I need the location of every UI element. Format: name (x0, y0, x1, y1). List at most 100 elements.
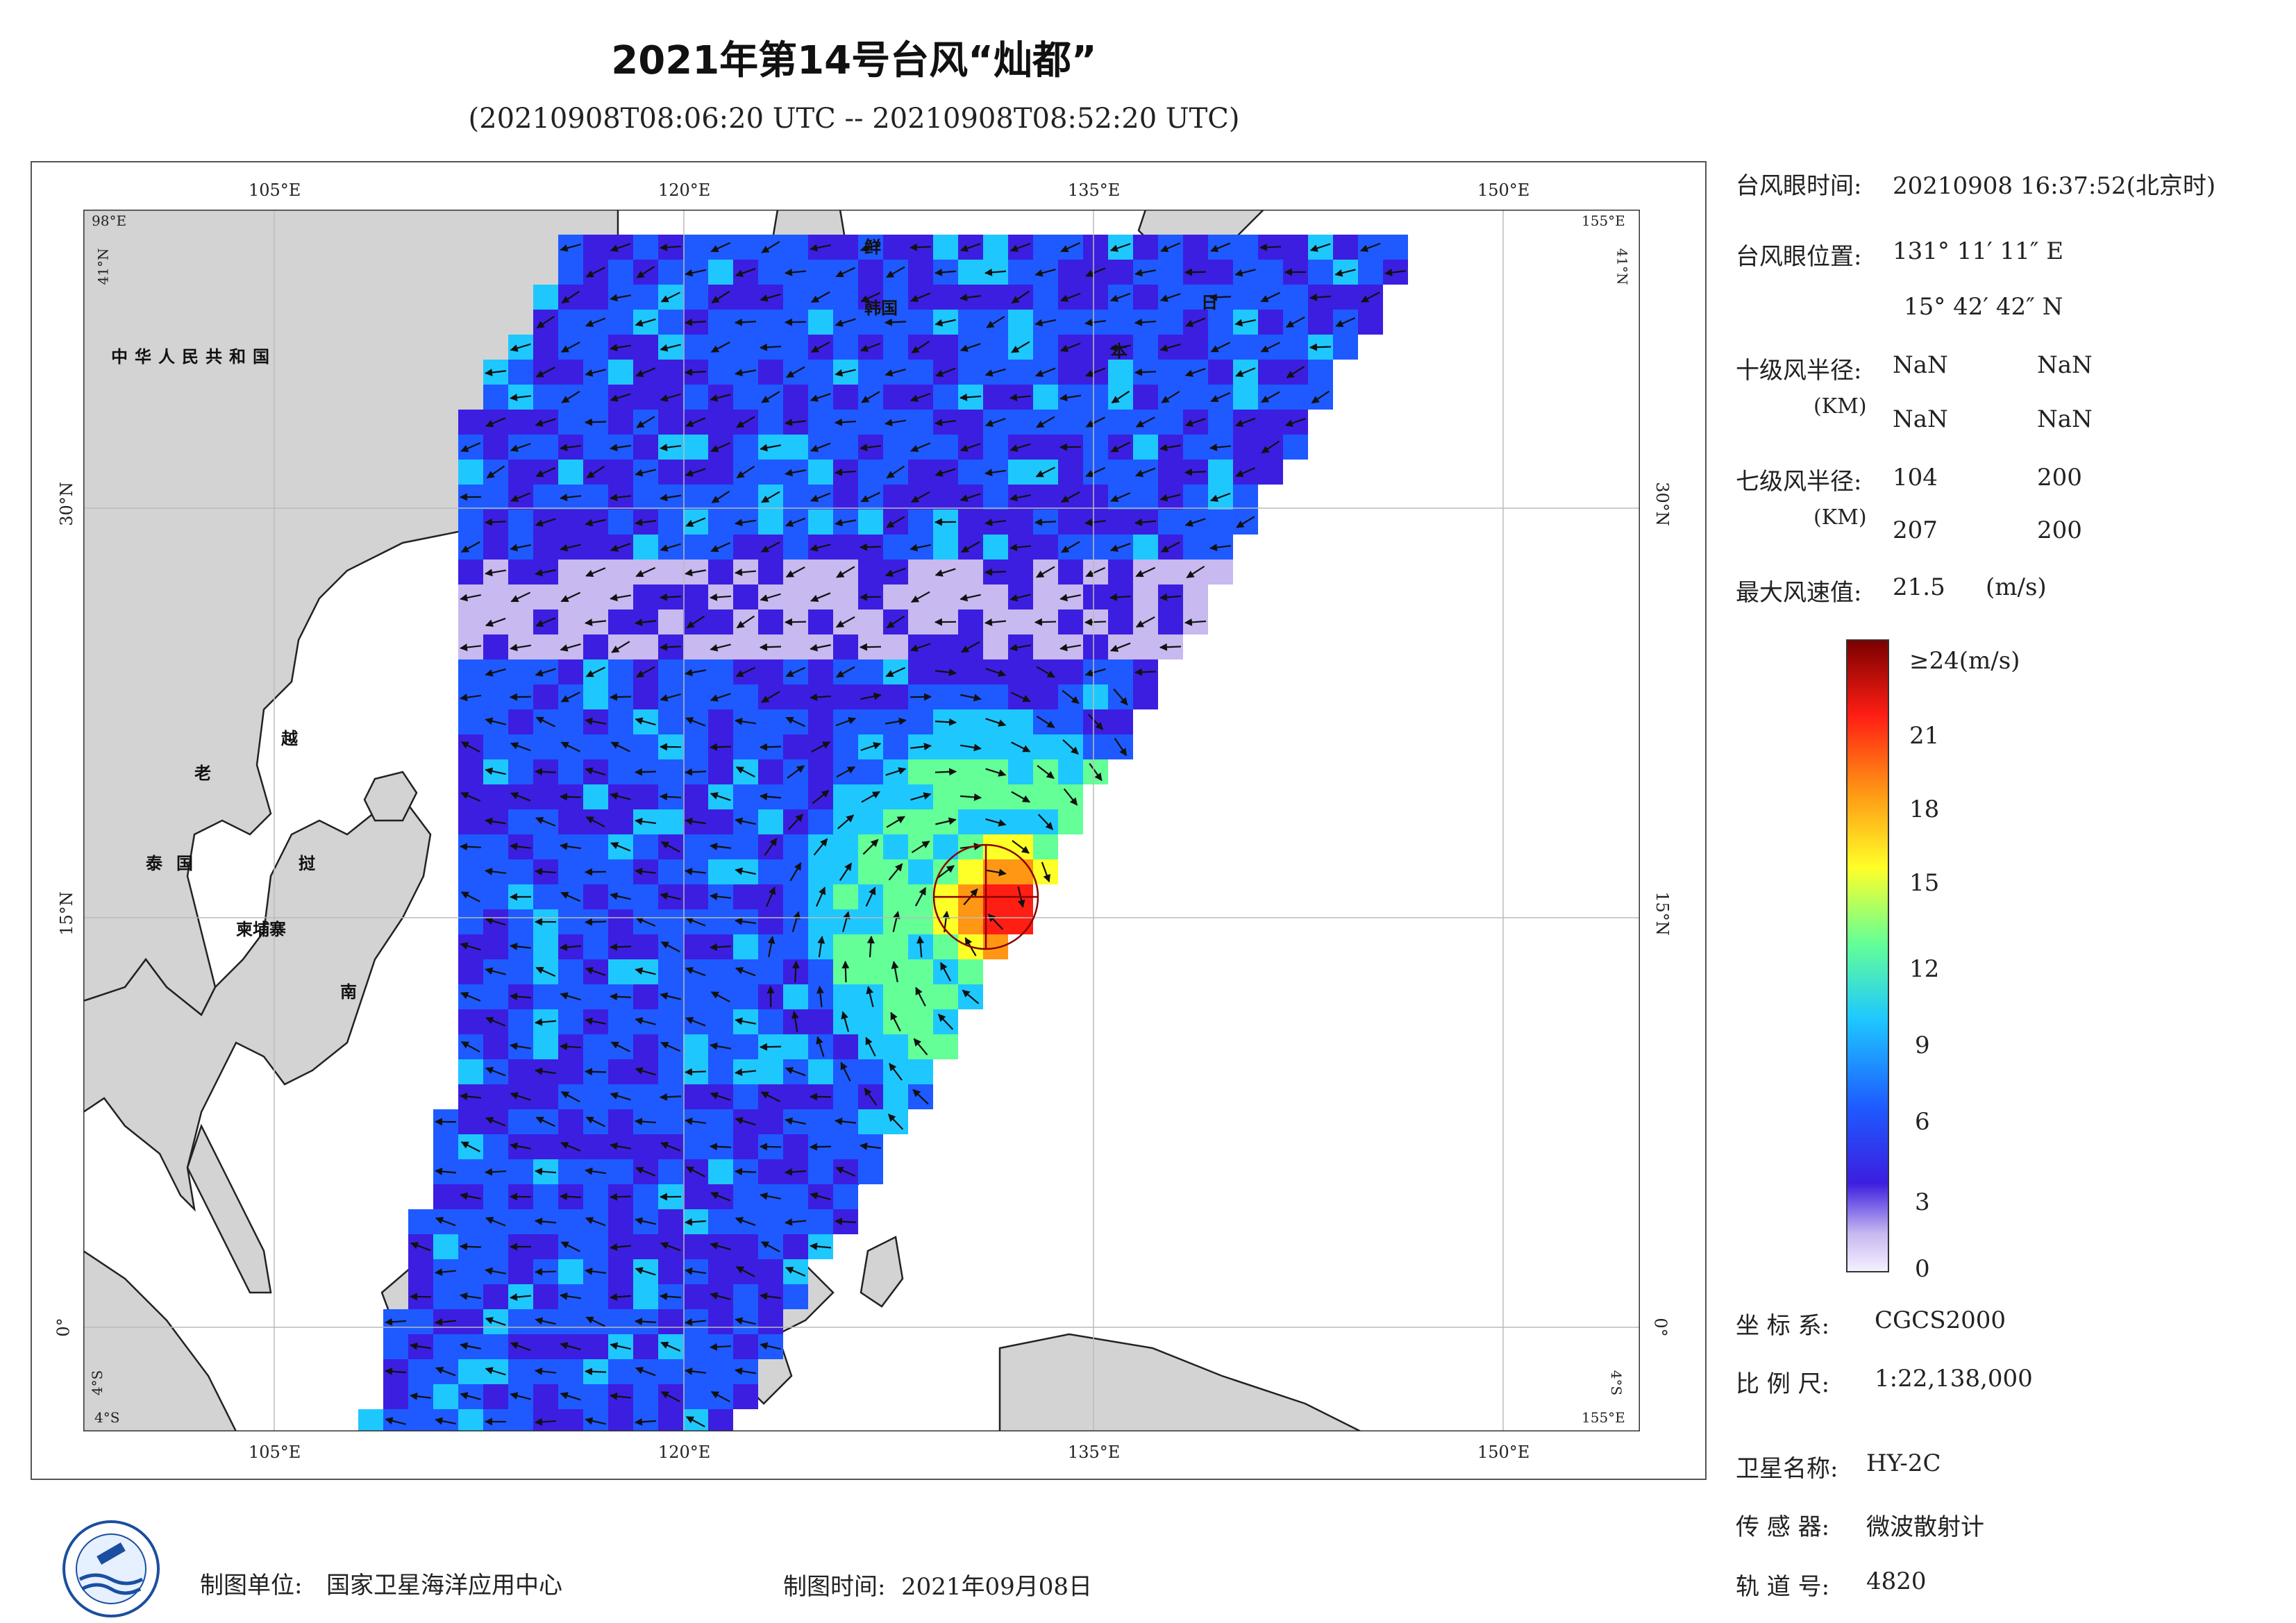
swath-cell (1108, 310, 1133, 335)
colorbar-tick-3: 3 (1915, 1188, 1930, 1216)
wind-arrow (785, 469, 806, 477)
wind-arrow (760, 1342, 781, 1350)
swath-cell (783, 784, 808, 809)
wind-arrow (485, 1067, 506, 1077)
swath-cell (558, 1309, 583, 1334)
wind-arrow (761, 491, 780, 503)
wind-arrow (734, 1068, 757, 1076)
wind-arrow (860, 1142, 882, 1150)
swath-cell (833, 784, 858, 809)
swath-cell (883, 984, 908, 1009)
swath-cell (808, 859, 833, 884)
swath-cell (633, 834, 658, 859)
wind-arrow (960, 493, 981, 502)
swath-cell (1008, 759, 1033, 784)
swath-cell (1333, 235, 1358, 260)
swath-cell (1208, 310, 1233, 335)
wind-arrow (860, 292, 881, 303)
lon-label-top-105: 105°E (249, 180, 301, 200)
swath-cell (683, 285, 708, 310)
wind-arrow (434, 1168, 457, 1176)
swath-cell (533, 285, 558, 310)
wind-arrow (1284, 418, 1306, 427)
colorbar-tick-12: 12 (1909, 955, 1940, 983)
wind-arrow (960, 541, 980, 553)
swath-cell (558, 460, 583, 485)
swath-cell (1033, 634, 1058, 659)
wind-arrow (810, 544, 831, 552)
wind-arrow (384, 1368, 407, 1376)
swath-cell (483, 1234, 508, 1259)
lon-label-top-135: 135°E (1068, 180, 1121, 200)
wind-arrow (485, 1016, 506, 1027)
wind-arrow (459, 1243, 482, 1251)
swath-cell (658, 1359, 683, 1384)
swath-cell (708, 659, 733, 684)
wind-arrow (813, 838, 828, 856)
wind-arrow (1087, 714, 1104, 730)
wind-arrow (460, 1192, 481, 1200)
wind-arrow (536, 315, 555, 329)
wind-arrow (1135, 417, 1155, 428)
wind-arrow (1060, 491, 1080, 503)
swath-cell (758, 659, 783, 684)
wind-arrow (1009, 644, 1031, 652)
wind-arrow (586, 465, 605, 479)
wind-arrow (635, 817, 657, 825)
wind-arrow (911, 340, 930, 354)
wind-arrow (1084, 319, 1107, 327)
swath-cell (683, 634, 708, 659)
wind-arrow (735, 369, 756, 377)
swath-cell (858, 510, 883, 535)
swath-cell (933, 335, 958, 360)
wind-arrow (635, 1217, 656, 1225)
swath-cell (533, 784, 558, 809)
swath-cell (458, 859, 483, 884)
wind-arrow (985, 718, 1007, 727)
swath-cell (458, 709, 483, 734)
swath-cell (758, 260, 783, 285)
swath-cell (1108, 410, 1133, 435)
swath-cell (483, 1184, 508, 1209)
swath-cell (808, 759, 833, 784)
swath-cell (783, 485, 808, 510)
wind-arrow (784, 419, 807, 427)
wind-arrow (986, 316, 1005, 328)
swath-cell (958, 410, 983, 435)
swath-cell (783, 1284, 808, 1309)
wind-arrow (660, 344, 681, 352)
swath-cell (933, 585, 958, 609)
wind-arrow (684, 1068, 707, 1076)
swath-cell (508, 609, 533, 634)
wind-arrow (636, 416, 655, 428)
swath-cell (908, 1009, 933, 1034)
swath-cell (858, 560, 883, 585)
wind-arrow (636, 265, 655, 279)
wind-arrow (1184, 418, 1206, 427)
graticule (83, 210, 1640, 1431)
wind-arrow (885, 767, 907, 776)
wind-arrow (910, 693, 932, 701)
swath-cell (833, 335, 858, 360)
wind-arrow (937, 1014, 954, 1030)
wind-arrow (584, 1068, 607, 1076)
wind-arrow (711, 490, 730, 504)
map-frame (31, 161, 1707, 1480)
sensor-value: 微波散射计 (1866, 1513, 1984, 1541)
swath-cell (483, 1134, 508, 1159)
swath-cell (983, 285, 1008, 310)
wind-arrow (1334, 269, 1356, 277)
wind-arrow (560, 1292, 582, 1300)
swath-cell (883, 734, 908, 759)
wind-arrow (585, 1217, 606, 1227)
swath-cell (508, 1359, 533, 1384)
swath-cell (1008, 859, 1033, 884)
swath-cell (733, 585, 758, 609)
swath-cell (858, 1059, 883, 1084)
wind-arrow (660, 1041, 681, 1052)
wind-arrow (859, 643, 882, 651)
swath-cell (458, 560, 483, 585)
wind-arrow (710, 541, 731, 553)
wind-arrow (634, 1418, 657, 1426)
swath-cell (1058, 260, 1083, 285)
